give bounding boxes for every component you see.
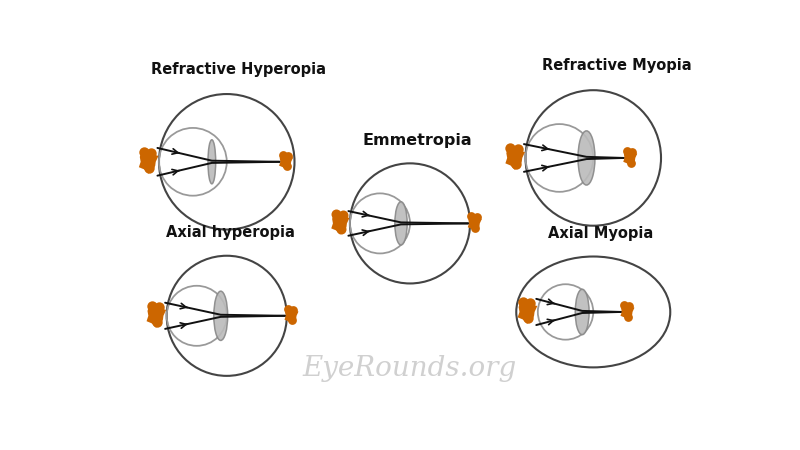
Polygon shape <box>139 151 158 174</box>
Polygon shape <box>279 154 293 170</box>
Point <box>516 299 529 306</box>
Point <box>330 211 342 218</box>
Point <box>287 306 300 313</box>
Point <box>143 165 156 172</box>
Polygon shape <box>331 213 350 234</box>
Point <box>624 159 637 166</box>
Text: Emmetropia: Emmetropia <box>363 133 473 148</box>
Text: Axial Myopia: Axial Myopia <box>548 226 654 241</box>
Point <box>334 226 347 233</box>
Point <box>618 302 630 309</box>
Point <box>470 214 483 221</box>
Polygon shape <box>146 305 166 328</box>
Point <box>522 315 534 322</box>
Point <box>282 305 294 312</box>
Point <box>621 148 634 155</box>
Point <box>150 319 163 326</box>
Polygon shape <box>518 301 538 324</box>
Ellipse shape <box>208 140 216 184</box>
Polygon shape <box>621 304 634 320</box>
Text: Axial hyperopia: Axial hyperopia <box>166 225 295 240</box>
Point <box>511 146 524 153</box>
Ellipse shape <box>214 291 228 340</box>
Ellipse shape <box>575 289 589 335</box>
Point <box>286 317 298 324</box>
Text: Refractive Hyperopia: Refractive Hyperopia <box>150 62 326 77</box>
Polygon shape <box>623 150 638 166</box>
Polygon shape <box>468 216 482 232</box>
Point <box>465 213 478 220</box>
Point <box>145 302 158 310</box>
Point <box>153 304 166 311</box>
Point <box>510 161 522 168</box>
Polygon shape <box>506 147 525 170</box>
Point <box>337 212 350 219</box>
Point <box>622 313 634 320</box>
Point <box>504 144 517 152</box>
Point <box>469 225 482 232</box>
Point <box>145 149 158 157</box>
Point <box>282 152 294 159</box>
Point <box>138 148 150 156</box>
Text: EyeRounds.org: EyeRounds.org <box>303 355 517 382</box>
Point <box>280 163 293 170</box>
Ellipse shape <box>578 131 595 185</box>
Ellipse shape <box>395 202 407 245</box>
Point <box>626 148 638 155</box>
Point <box>524 300 537 307</box>
Point <box>623 302 636 310</box>
Text: Refractive Myopia: Refractive Myopia <box>542 58 691 73</box>
Point <box>276 151 289 158</box>
Polygon shape <box>285 308 298 324</box>
